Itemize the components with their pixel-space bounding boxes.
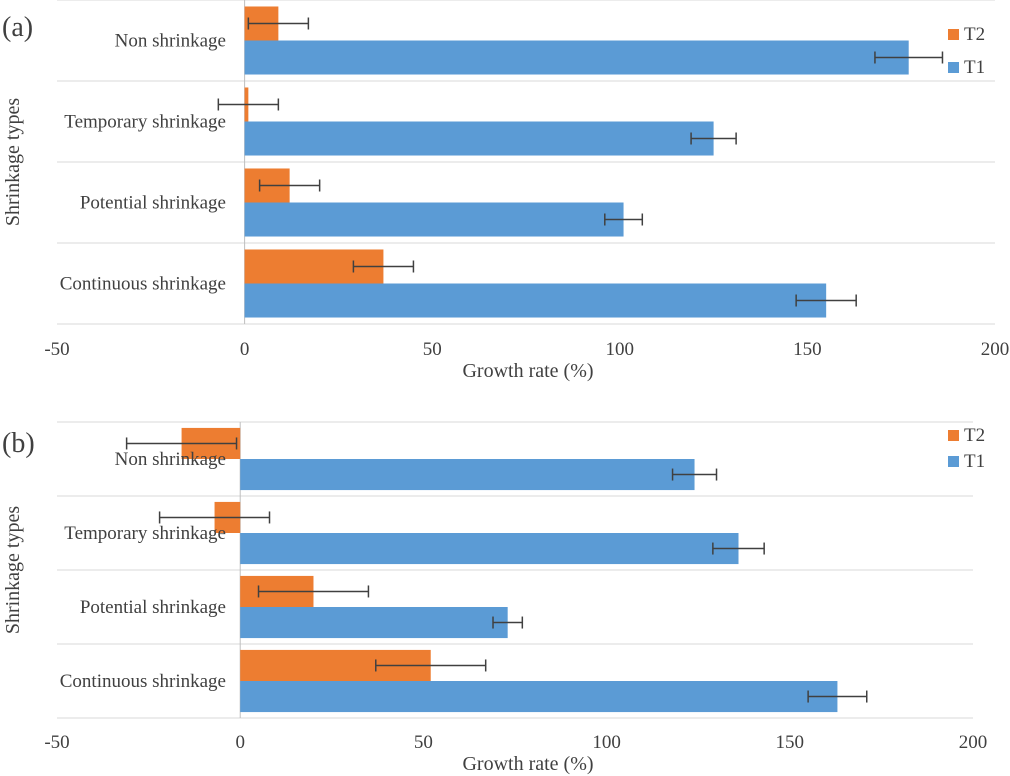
error-bar-t1-3 [795,294,857,307]
panel-a: Non shrinkage Temporary shrinkage Potentia… [2,0,1009,382]
panel-label: (a) [2,12,33,43]
x-axis-title: Growth rate (%) [462,753,593,775]
x-tick-label: 0 [235,732,245,753]
legend-swatch-t1 [948,456,959,467]
category-label: Continuous shrinkage [60,274,226,295]
category-label: Potential shrinkage [80,597,226,618]
legend-swatch-t1 [948,62,959,73]
category-label: Temporary shrinkage [64,523,226,544]
legend-label-t2: T2 [964,24,985,45]
error-bar-t2-2 [257,585,370,598]
category-label: Potential shrinkage [80,193,226,214]
error-bar-t1-0 [671,468,718,481]
error-bar-t2-0 [247,17,310,30]
error-bar-t2-1 [158,511,271,524]
legend-swatch-t2 [948,430,959,441]
error-bar-t2-3 [375,659,487,672]
x-tick-label: 100 [606,339,635,360]
legend: T2 T1 [948,24,985,78]
x-tick-label: 200 [959,732,988,753]
x-tick-label: 50 [423,339,442,360]
error-bar-t1-1 [690,132,737,145]
category-label: Temporary shrinkage [64,112,226,133]
legend-label-t1: T1 [964,451,985,472]
x-axis-title: Growth rate (%) [462,360,593,382]
error-bar-t2-0 [125,437,238,450]
x-tick-label: -50 [44,732,69,753]
y-axis-title: Shrinkage types [2,506,24,635]
panel-label: (b) [2,428,35,459]
error-bar-t1-2 [604,213,644,226]
panel-b: Non shrinkage Temporary shrinkage Potentia… [2,421,988,775]
error-bar-t2-1 [217,98,280,111]
x-tick-label: 150 [793,339,822,360]
bar-t1-2 [244,202,624,237]
error-bar-t1-0 [874,51,944,64]
x-tick-label: 50 [414,732,433,753]
bar-t1-3 [244,283,827,318]
bar-t1-1 [244,121,714,156]
category-label: Non shrinkage [115,449,226,470]
bar-t1-2 [240,607,508,639]
x-tick-label: 100 [592,732,621,753]
legend-label-t1: T1 [964,57,985,78]
legend-swatch-t2 [948,29,959,40]
error-bar-t1-2 [492,616,524,629]
error-bar-t1-1 [712,542,765,555]
y-axis-title: Shrinkage types [2,98,24,227]
category-label: Non shrinkage [115,31,226,52]
error-bar-t2-2 [258,179,321,192]
bar-t1-3 [240,681,838,713]
error-bar-t2-3 [352,260,415,273]
bar-t1-1 [240,533,739,565]
x-tick-label: 200 [981,339,1010,360]
legend-label-t2: T2 [964,425,985,446]
bar-t1-0 [244,40,909,75]
x-tick-label: 150 [776,732,805,753]
x-tick-label: -50 [44,339,69,360]
x-tick-label: 0 [240,339,250,360]
error-bar-t1-3 [807,690,868,703]
category-label: Continuous shrinkage [60,671,226,692]
bar-t1-0 [240,459,695,491]
